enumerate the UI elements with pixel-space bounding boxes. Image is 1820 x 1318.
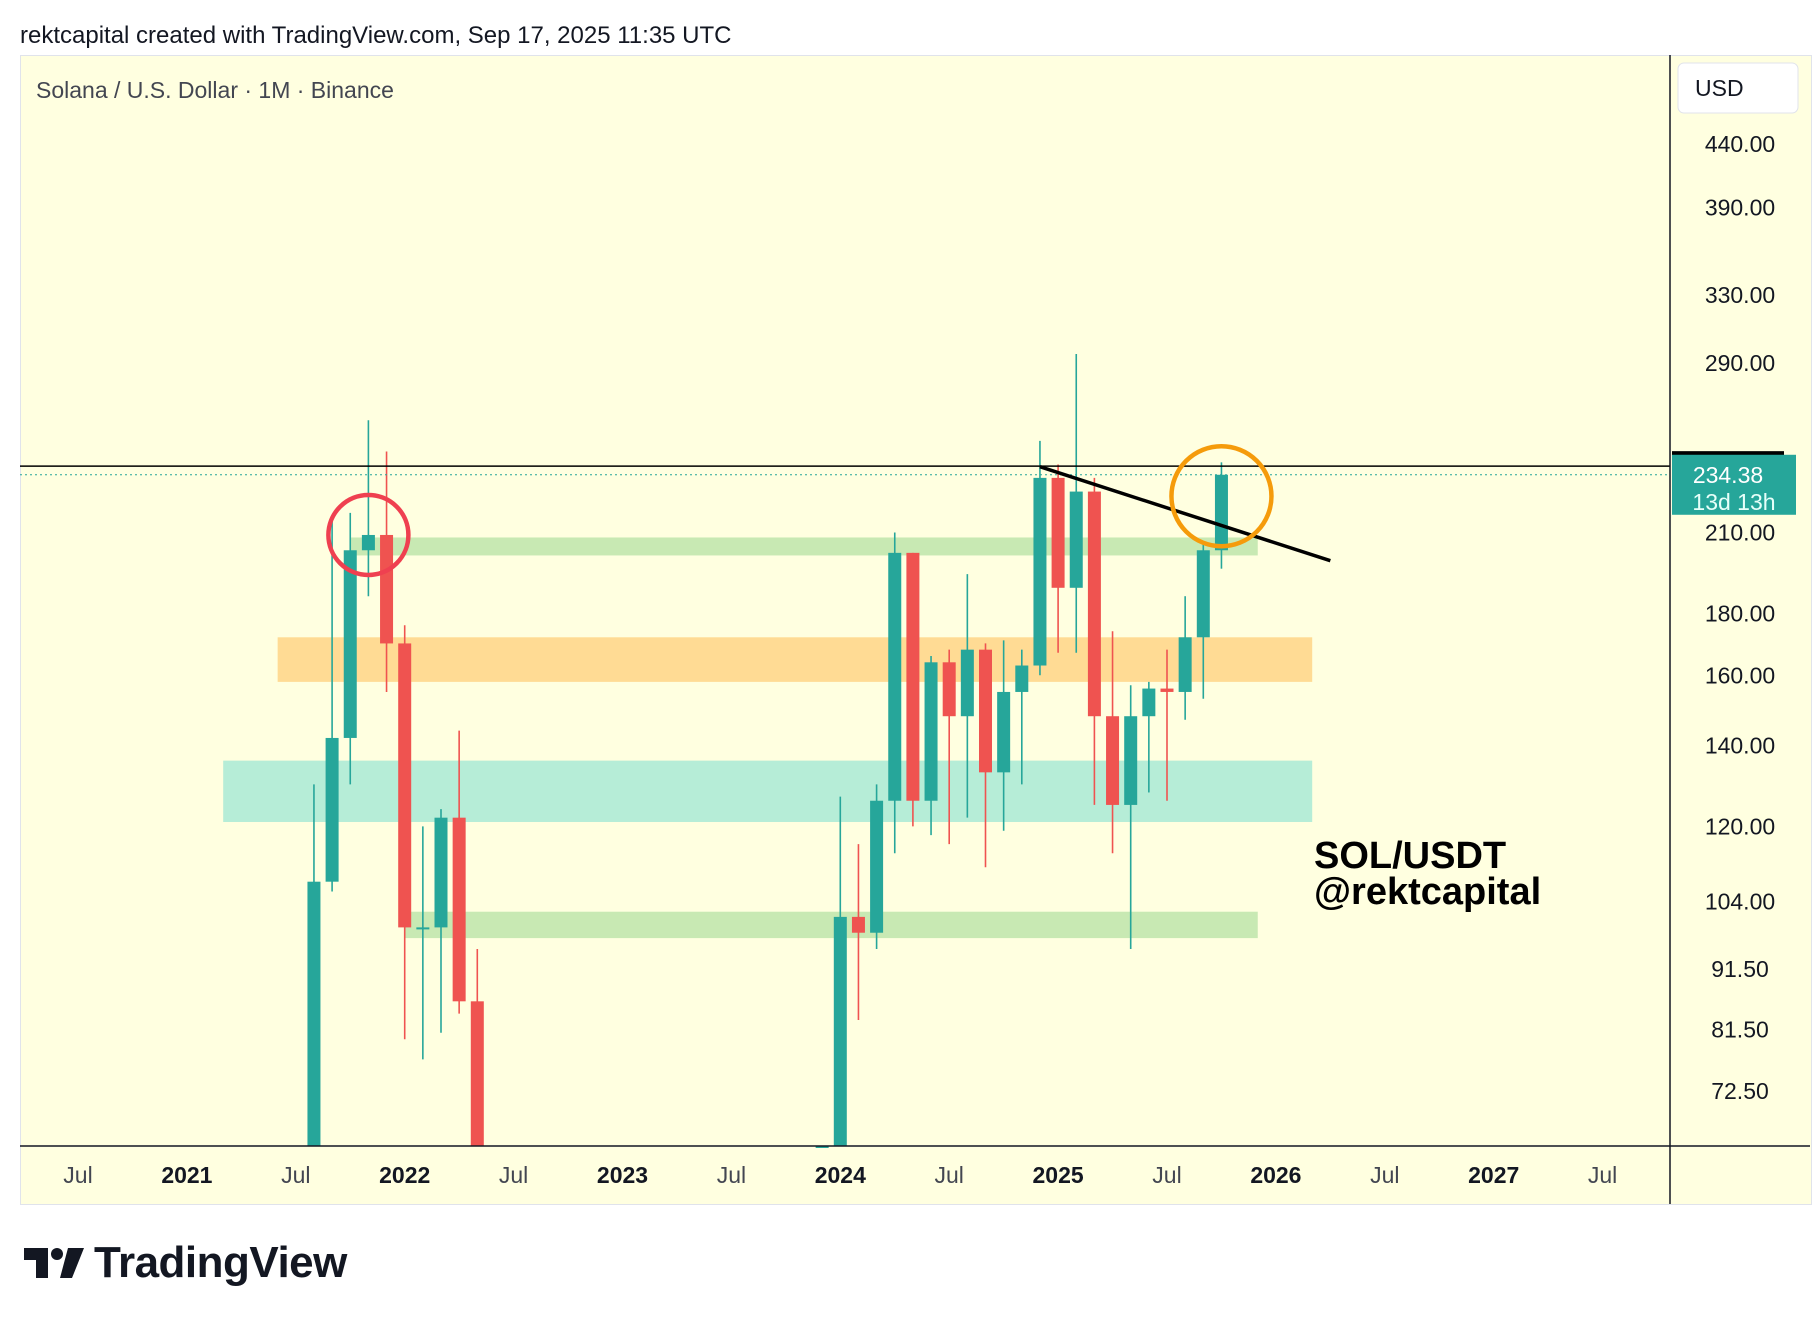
- tradingview-logo-text: TradingView: [94, 1238, 347, 1287]
- price-tick-label: 180.00: [1705, 600, 1775, 626]
- price-tick-label: 160.00: [1705, 662, 1775, 688]
- candle-body: [1178, 637, 1192, 692]
- candle-body: [1196, 550, 1210, 638]
- candle-body: [470, 1001, 484, 1146]
- candle-body: [434, 817, 448, 928]
- candle-body: [307, 881, 321, 1146]
- candle-body: [361, 534, 375, 551]
- price-tick-label: 72.50: [1711, 1078, 1769, 1104]
- candle-body: [452, 817, 466, 1002]
- tradingview-logo-icon: [24, 1248, 84, 1278]
- candle-body: [979, 649, 992, 773]
- candle-body: [906, 552, 920, 801]
- time-tick-label: Jul: [717, 1162, 746, 1188]
- candle-body: [1051, 477, 1065, 588]
- candle-body: [851, 916, 865, 933]
- current-price-box: [1672, 454, 1796, 515]
- candle-body: [833, 916, 847, 1146]
- candle-body: [815, 1146, 829, 1148]
- candle-body: [997, 691, 1011, 773]
- candle-body: [1033, 477, 1047, 666]
- candle-body: [888, 552, 902, 801]
- price-tick-label: 104.00: [1705, 889, 1775, 915]
- candle-body: [325, 737, 339, 882]
- currency-button[interactable]: USD: [1695, 75, 1744, 101]
- price-tick-label: 290.00: [1705, 350, 1775, 376]
- symbol-title: Solana / U.S. Dollar · 1M · Binance: [36, 77, 394, 103]
- price-scale: 72.50 81.50 91.50 104.00 120.00 140.00 160.00 1…: [1669, 55, 1799, 1204]
- support-zone: [350, 537, 1258, 556]
- price-tick-label: 120.00: [1705, 813, 1775, 839]
- countdown-label: 13d 13h: [1692, 489, 1775, 515]
- candles-layer: [307, 353, 1228, 1148]
- time-tick-label: 2024: [815, 1162, 866, 1188]
- support-zone: [277, 637, 1313, 682]
- time-tick-label: Jul: [934, 1162, 963, 1188]
- attribution-text: rektcapital created with TradingView.com…: [20, 22, 732, 49]
- price-tick-label: 91.50: [1711, 956, 1769, 982]
- time-tick-label: Jul: [1152, 1162, 1181, 1188]
- candle-body: [1160, 688, 1174, 692]
- candle-body: [924, 662, 938, 801]
- candle-body: [960, 649, 974, 717]
- candle-body: [1015, 665, 1029, 692]
- candle-body: [398, 643, 412, 928]
- tradingview-logo[interactable]: TradingView: [24, 1238, 347, 1288]
- time-tick-label: 2026: [1250, 1162, 1301, 1188]
- candle-body: [380, 534, 394, 644]
- price-tick-label: 140.00: [1705, 732, 1775, 758]
- candle-body: [1087, 491, 1101, 717]
- candle-body: [942, 662, 956, 717]
- time-tick-label: Jul: [499, 1162, 528, 1188]
- price-tick-label: 440.00: [1705, 131, 1775, 157]
- candle-body: [870, 800, 884, 933]
- watermark-pair: SOL/USDT: [1314, 835, 1506, 877]
- currency-button-bg[interactable]: [1677, 62, 1799, 114]
- watermark-handle: @rektcapital: [1314, 871, 1541, 913]
- price-tick-label: 81.50: [1711, 1017, 1769, 1043]
- highlight-circle: [1169, 443, 1274, 549]
- current-price-label: 234.38: [1693, 462, 1763, 488]
- descending-trendline: [1039, 465, 1331, 563]
- price-tick-label: 330.00: [1705, 282, 1775, 308]
- time-tick-label: 2021: [161, 1162, 212, 1188]
- overlay-layer: [20, 443, 1670, 578]
- time-tick-label: 2027: [1468, 1162, 1519, 1188]
- candle-body: [1214, 474, 1228, 551]
- time-tick-label: Jul: [1588, 1162, 1617, 1188]
- candle-body: [343, 550, 357, 738]
- time-tick-label: Jul: [63, 1162, 92, 1188]
- time-tick-label: Jul: [281, 1162, 310, 1188]
- candle-body: [1106, 716, 1120, 805]
- price-tick-label: 390.00: [1705, 194, 1775, 220]
- time-tick-label: Jul: [1370, 1162, 1399, 1188]
- time-tick-label: 2025: [1033, 1162, 1084, 1188]
- time-tick-label: 2023: [597, 1162, 648, 1188]
- candle-body: [416, 927, 430, 930]
- candle-body: [1124, 716, 1138, 805]
- support-zone: [404, 911, 1258, 939]
- price-tick-label: 210.00: [1705, 519, 1775, 545]
- candle-body: [1142, 688, 1156, 717]
- time-axis: Jul 2021 Jul 2022 Jul 2023 Jul 2024 Jul 2025 Jul 20…: [20, 1145, 1810, 1188]
- candle-body: [1069, 491, 1083, 588]
- time-tick-label: 2022: [379, 1162, 430, 1188]
- highlight-circle: [326, 492, 411, 578]
